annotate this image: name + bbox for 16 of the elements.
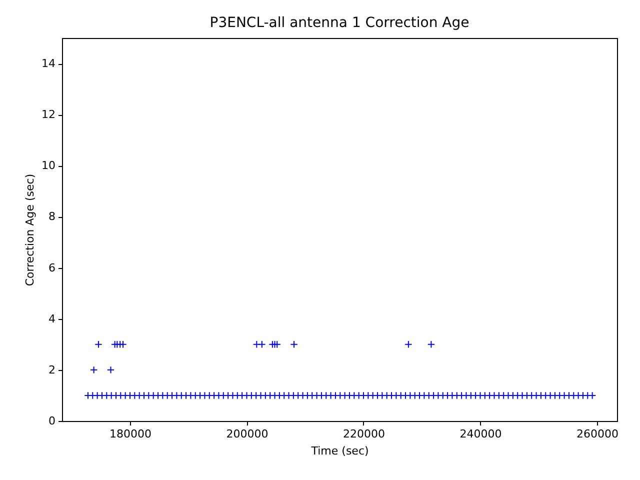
y-tick-label: 2 (48, 363, 56, 376)
y-tick-label: 8 (48, 210, 56, 224)
x-tick-label: 240000 (460, 428, 502, 440)
x-tick-label: 260000 (576, 428, 618, 440)
y-tick-label: 4 (48, 312, 56, 326)
x-axis-title: Time (sec) (310, 444, 369, 458)
x-tick-label: 200000 (226, 428, 268, 440)
x-tick-label: 220000 (342, 428, 385, 440)
y-tick-label: 0 (48, 414, 56, 428)
y-tick-label: 14 (42, 57, 56, 70)
x-tick-label: 180000 (110, 428, 152, 440)
y-tick-label: 12 (42, 108, 56, 122)
y-tick-label: 10 (42, 159, 56, 172)
chart-title: P3ENCL-all antenna 1 Correction Age (210, 15, 470, 31)
y-tick-label: 6 (48, 261, 56, 274)
y-axis-title: Correction Age (sec) (24, 174, 37, 286)
